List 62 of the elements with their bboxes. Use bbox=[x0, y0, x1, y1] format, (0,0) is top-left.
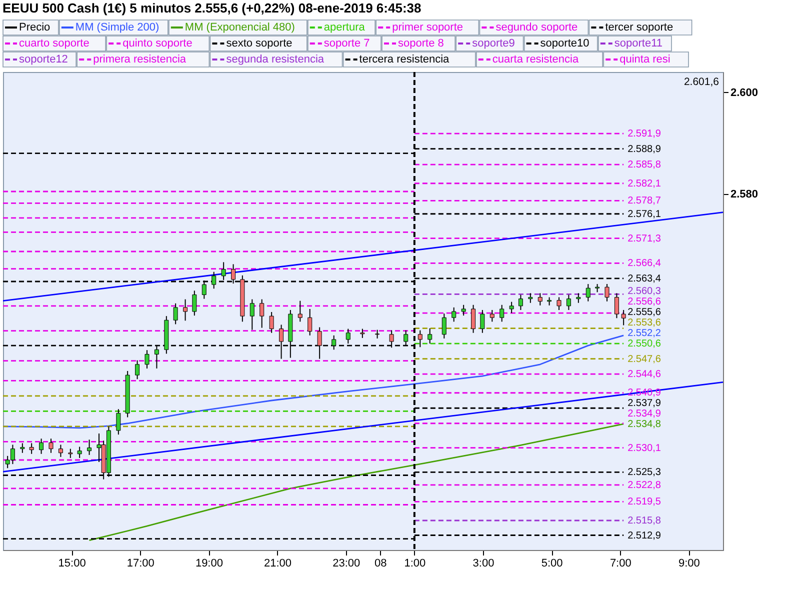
legend-label: tercera resistencia bbox=[359, 54, 450, 66]
x-tick-label: 15:00 bbox=[58, 558, 86, 570]
legend-label: segunda resistencia bbox=[226, 54, 325, 66]
x-tick-label: 9:00 bbox=[678, 558, 700, 570]
y-tick-label: 2.600 bbox=[730, 86, 758, 99]
legend-label: segundo soporte bbox=[496, 22, 578, 34]
data-label: 2.576,1 bbox=[628, 208, 662, 220]
x-tick-label: 3:00 bbox=[472, 558, 494, 570]
data-label: 2.585,8 bbox=[628, 160, 662, 171]
legend-label: soporte9 bbox=[472, 38, 515, 50]
legend-label: soporte11 bbox=[614, 38, 663, 50]
chart-title: EEUU 500 Cash (1€) 5 minutos 2.555,6 (+0,22%) 08-ene-2019 6:45:38 bbox=[2, 0, 422, 16]
x-tick-label: 19:00 bbox=[195, 558, 223, 570]
data-label: 2.591,9 bbox=[628, 128, 662, 140]
legend-label: primer soporte bbox=[392, 22, 464, 34]
data-label: 2.515,8 bbox=[628, 516, 662, 527]
legend-label: primera resistencia bbox=[93, 54, 187, 66]
data-label: 2.530,1 bbox=[628, 442, 662, 454]
data-label: 2.563,4 bbox=[628, 273, 662, 284]
x-tick-label: 7:00 bbox=[610, 558, 632, 570]
text: 2.555,6 bbox=[628, 307, 661, 318]
data-label: 2.552,2 bbox=[628, 328, 662, 340]
data-label: 2.553,6 bbox=[628, 318, 662, 329]
data-label: 2.537,9 bbox=[628, 398, 662, 409]
legend-label: cuarto soporte bbox=[19, 38, 90, 50]
legend-label: MM (Exponencial 480) bbox=[184, 22, 295, 34]
x-tick-label: 23:00 bbox=[332, 558, 360, 570]
data-label: 2.519,5 bbox=[628, 496, 662, 508]
legend-label: apertura bbox=[324, 22, 366, 34]
legend-label: soporte12 bbox=[19, 54, 68, 66]
legend-label: soporte10 bbox=[540, 38, 590, 50]
legend-label: tercer soporte bbox=[605, 22, 674, 34]
x-tick-label: 17:00 bbox=[126, 558, 154, 570]
legend-label: quinta resi bbox=[620, 54, 670, 66]
legend-label: sexto soporte bbox=[226, 38, 292, 50]
data-label: 2.571,3 bbox=[628, 233, 662, 244]
legend-label: soporte 7 bbox=[324, 38, 370, 50]
x-tick-label: 5:00 bbox=[541, 558, 563, 570]
data-label: 2.522,8 bbox=[628, 480, 662, 491]
data-label: 2.512,9 bbox=[628, 530, 662, 542]
data-label: 2.556,6 bbox=[628, 296, 662, 308]
legend-label: Precio bbox=[19, 22, 50, 34]
data-label: 2.550,6 bbox=[628, 338, 662, 350]
legend-label: quinto soporte bbox=[122, 38, 192, 50]
data-label: 2.525,3 bbox=[628, 467, 662, 478]
data-label: 2.534,9 bbox=[628, 408, 662, 420]
data-label: 2.547,6 bbox=[628, 354, 662, 365]
data-label: 2.582,1 bbox=[628, 178, 662, 190]
x-tick-label: 1:00 bbox=[404, 558, 426, 570]
x-tick-label: 21:00 bbox=[264, 558, 292, 570]
legend-label: cuarta resistencia bbox=[492, 54, 580, 66]
legend-label: soporte 8 bbox=[398, 38, 444, 50]
x-tick-label: 08 bbox=[374, 558, 387, 570]
data-label: 2.578,7 bbox=[628, 196, 662, 207]
y-tick-label: 2.580 bbox=[730, 188, 758, 201]
data-label: 2.534,8 bbox=[628, 418, 662, 430]
data-label: 2.588,9 bbox=[628, 144, 662, 155]
annotation: 2.601,6 bbox=[684, 76, 720, 88]
legend-label: MM (Simple 200) bbox=[75, 22, 160, 34]
data-label: 2.544,6 bbox=[628, 369, 662, 380]
data-label: 2.566,4 bbox=[628, 258, 662, 270]
data-label: 2.560,3 bbox=[628, 286, 662, 298]
